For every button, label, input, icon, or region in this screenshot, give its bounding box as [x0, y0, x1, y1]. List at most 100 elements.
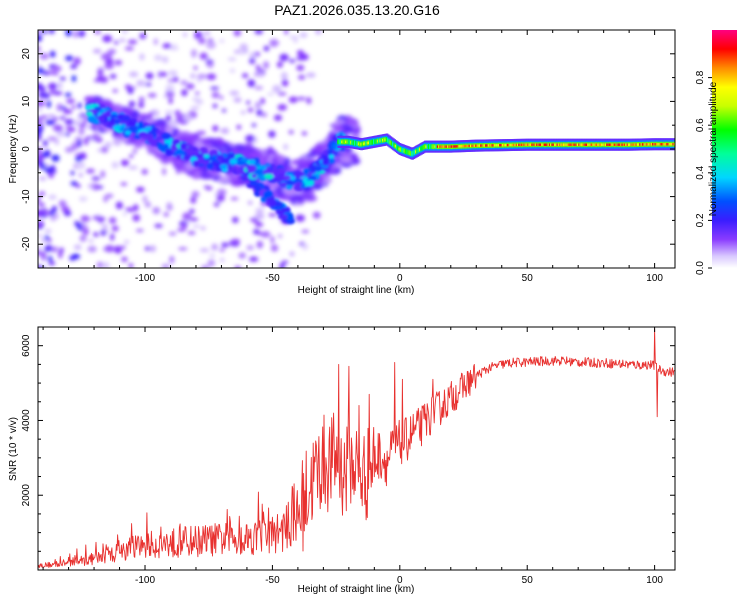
spectrogram-noise-blob — [182, 32, 187, 37]
spectrogram-noise-blob — [236, 124, 242, 130]
spectrogram-ridge-blob — [86, 111, 93, 116]
spectrogram-x-ticks: -100 -50 0 50 100 — [42, 30, 663, 284]
spectrogram-noise-blob — [38, 245, 42, 252]
spectrogram-noise-blob — [255, 222, 264, 228]
spectrogram-noise-blob — [51, 154, 60, 162]
spectrogram-noise-blob — [108, 217, 117, 224]
spectrogram-noise-blob — [38, 34, 43, 42]
spectrogram-noise-blob — [121, 30, 129, 34]
x-tick-label: 50 — [522, 575, 534, 586]
spectrogram-noise-blob — [255, 208, 265, 213]
spectrogram-noise-blob — [86, 123, 92, 130]
spectrogram-x-label: Height of straight line (km) — [298, 285, 415, 296]
spectrogram-noise-blob — [176, 169, 181, 174]
band-core — [673, 143, 675, 146]
spectrogram-noise-blob — [133, 204, 139, 212]
spectrogram-noise-blob — [270, 244, 279, 252]
colorbar: 0.0 0.2 0.4 0.6 0.8 Normalized spectral ampl… — [695, 30, 737, 275]
spectrogram-noise-blob — [289, 59, 296, 63]
spectrogram-ridge-blob — [322, 158, 330, 166]
y-tick-label: 0 — [21, 146, 32, 152]
spectrogram-noise-blob — [296, 56, 305, 61]
spectrogram-noise-blob — [254, 30, 264, 35]
spectrogram-noise-blob — [52, 212, 60, 220]
snr-x-ticks: -100 -50 0 50 100 — [42, 327, 663, 586]
spectrogram-noise-blob — [231, 216, 239, 224]
spectrogram-noise-blob — [175, 115, 182, 124]
spectrogram-halo-blob — [223, 175, 230, 182]
spectrogram-noise-blob — [179, 120, 189, 125]
spectrogram-ridge-blob — [138, 121, 144, 130]
spectrogram-ridge-blob — [165, 148, 173, 156]
spectrogram-ridge-blob — [112, 125, 122, 130]
spectrogram-noise-blob — [206, 41, 216, 49]
spectrogram-noise-blob — [74, 136, 83, 142]
snr-frame — [37, 326, 676, 571]
spectrogram-noise-blob — [181, 89, 188, 97]
spectrogram-noise-blob — [254, 85, 264, 90]
spectrogram-noise-blob — [189, 208, 195, 214]
spectrogram-ridge-blob — [295, 182, 302, 187]
spectrogram-ridge-blob — [258, 173, 267, 180]
snr-series-line — [38, 328, 675, 569]
spectrogram-ridge-blob — [279, 182, 288, 187]
spectrogram-ridge-blob — [206, 162, 214, 170]
spectrogram-noise-blob — [261, 112, 268, 118]
spectrogram-ridge-blob — [120, 123, 127, 129]
spectrogram-noise-blob — [78, 173, 83, 178]
spectrogram-noise-blob — [230, 197, 239, 201]
y-tick-label: 20 — [21, 48, 32, 60]
spectrogram-noise-blob — [182, 212, 192, 221]
spectrogram-noise-blob — [279, 53, 289, 62]
spectrogram-noise-blob — [246, 245, 255, 251]
spectrogram-ridge-blob — [307, 175, 318, 181]
snr-y-label: SNR (10 * v/v) — [8, 417, 19, 481]
spectrogram-noise-blob — [70, 170, 75, 176]
spectrogram-noise-blob — [52, 91, 63, 96]
spectrogram-noise-blob — [278, 234, 283, 239]
spectrogram-noise-blob — [56, 130, 66, 137]
spectrogram-noise-blob — [95, 134, 102, 139]
spectrogram-noise-blob — [297, 96, 306, 101]
spectrogram-noise-blob — [112, 138, 122, 146]
spectrogram-noise-blob — [38, 209, 44, 217]
spectrogram-ridge-blob — [277, 167, 284, 173]
spectrogram-noise-blob — [104, 63, 114, 70]
spectrogram-noise-blob — [219, 128, 230, 134]
spectrogram-ridge-blob — [182, 155, 192, 161]
spectrogram-noise-blob — [92, 215, 99, 220]
spectrogram-noise-blob — [132, 148, 138, 155]
spectrogram-noise-blob — [38, 125, 44, 131]
spectrogram-noise-blob — [153, 38, 158, 45]
spectrogram-noise-blob — [233, 30, 242, 37]
spectrogram-ridge-blob — [170, 143, 176, 150]
spectrogram-noise-blob — [185, 83, 195, 90]
spectrogram-ridge-blob — [237, 160, 246, 166]
spectrogram-noise-blob — [103, 195, 108, 203]
spectrogram-ridge-blob — [271, 176, 279, 181]
spectrogram-noise-blob — [289, 251, 295, 257]
spectrogram-ridge-blob — [254, 168, 264, 176]
spectrogram-noise-blob — [268, 130, 276, 138]
spectrogram-noise-blob — [64, 118, 75, 125]
spectrogram-noise-blob — [65, 55, 74, 61]
spectrogram-ridge-blob — [272, 165, 278, 172]
spectrogram-noise-blob — [73, 57, 81, 66]
spectrogram-ridge-blob — [303, 168, 310, 176]
spectrogram-noise-blob — [190, 196, 197, 204]
spectrogram-noise-blob — [52, 205, 57, 213]
spectrogram-noise-blob — [100, 170, 106, 178]
spectrogram-noise-blob — [45, 119, 56, 126]
colorbar-ticks: 0.0 0.2 0.4 0.6 0.8 — [695, 70, 712, 275]
spectrogram-ridge-blob — [113, 119, 121, 124]
spectrogram-ridge-blob — [124, 130, 132, 135]
spectrogram-noise-blob — [153, 109, 160, 117]
spectrogram-noise-blob — [241, 73, 249, 78]
spectrogram-ridge-blob — [281, 175, 292, 180]
spectrogram-noise-blob — [48, 194, 57, 200]
spectrogram-noise-blob — [229, 68, 236, 73]
spectrogram-noise-blob — [234, 265, 241, 268]
spectrogram-noise-blob — [260, 97, 265, 105]
spectrogram-ridge-blob — [155, 136, 162, 142]
y-tick-label: 2000 — [21, 484, 32, 507]
